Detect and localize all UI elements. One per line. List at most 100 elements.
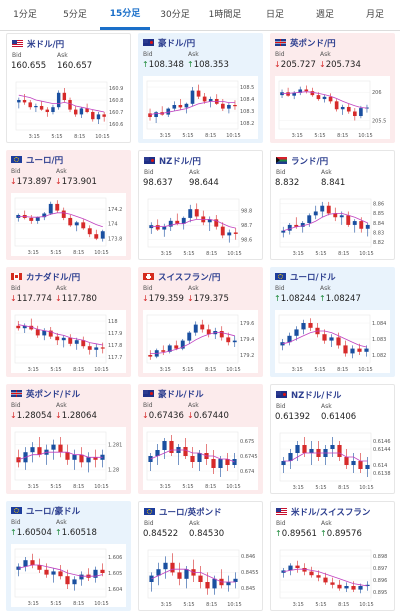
candle-body: [180, 340, 185, 349]
pair-title[interactable]: 豪ドル/ドル: [143, 388, 204, 400]
candle-body: [79, 454, 84, 463]
pair-title[interactable]: 英ポンド/ドル: [11, 388, 81, 400]
candlestick-chart[interactable]: 0.846 0.8455 0.845 3:15 5:15 8:15 10:15: [144, 545, 259, 608]
candlestick-chart[interactable]: 160.9 160.8 160.7 160.6 3:15 5:15 8:15 10:15: [12, 77, 127, 140]
candlestick-chart[interactable]: 1.606 1.605 1.604 3:15 5:15 8:15 10:15: [11, 544, 126, 607]
x-tick-label: 3:15: [28, 250, 39, 256]
x-tick-label: 10:15: [94, 484, 108, 490]
pair-card[interactable]: スイスフラン/円 Bid Ask ↓179.359 ↓179.375 179.6…: [138, 267, 263, 377]
pair-card[interactable]: 英ポンド/ドル Bid Ask ↓1.28054 ↓1.28064 1.281 1…: [6, 384, 131, 494]
candlestick-chart[interactable]: 118 117.9 117.8 117.7 3:15 5:15 8:15 10:15: [11, 310, 126, 373]
pair-card[interactable]: ユーロ/円 Bid Ask ↓173.897 ↓173.901 174.2 174…: [6, 150, 131, 260]
pair-title[interactable]: カナダドル/円: [11, 271, 81, 283]
candlestick-chart[interactable]: 108.5 108.4 108.3 108.2 3:15 5:15 8:15 10:15: [143, 76, 258, 139]
candlestick-chart[interactable]: 0.675 0.6745 0.674 3:15 5:15 8:15 10:15: [143, 427, 258, 490]
tab-5min[interactable]: 5分足: [63, 10, 87, 20]
pair-name[interactable]: 英ポンド/円: [290, 38, 336, 49]
candlestick-chart[interactable]: 206 205.5 3:15 5:15 8:15 10:15: [275, 76, 390, 139]
tab-daily[interactable]: 日足: [265, 10, 284, 20]
moving-average-line: [18, 94, 105, 113]
candlestick-chart[interactable]: 0.6146 0.6144 0.614 0.6138 3:15 5:15 8:15 10:15: [276, 428, 391, 491]
candlestick-chart[interactable]: 98.8 98.7 98.6 3:15 5:15 8:15 10:15: [144, 194, 259, 257]
pair-title[interactable]: 英ポンド/円: [275, 37, 336, 49]
candlestick-chart[interactable]: 0.898 0.897 0.896 0.895 3:15 5:15 8:15 10:15: [276, 545, 391, 608]
tab-weekly[interactable]: 週足: [315, 10, 334, 20]
candle-body: [42, 330, 47, 336]
pair-title[interactable]: ユーロ/円: [11, 154, 64, 166]
x-tick-label: 8:15: [338, 602, 349, 608]
pair-card[interactable]: 英ポンド/円 Bid Ask ↓205.727 ↓205.734 206 205.…: [270, 33, 395, 143]
candlestick-chart[interactable]: 1.084 1.083 1.082 3:15 5:15 8:15 10:15: [275, 310, 390, 373]
pair-name[interactable]: 豪ドル/ドル: [158, 389, 204, 400]
tab-15min[interactable]: 15分足: [100, 0, 150, 30]
candle-body: [17, 100, 21, 103]
pair-name[interactable]: 米ドル/スイスフラン: [291, 507, 371, 518]
pair-name[interactable]: カナダドル/円: [26, 272, 81, 283]
pair-name[interactable]: ユーロ/ドル: [290, 272, 336, 283]
pair-title[interactable]: 米ドル/スイスフラン: [276, 506, 371, 518]
candle-body: [148, 456, 153, 462]
bid-label: Bid: [144, 520, 154, 527]
pair-card[interactable]: ユーロ/ドル Bid Ask ↑1.08244 ↑1.08247 1.084 1.…: [270, 267, 395, 377]
tab-monthly[interactable]: 月足: [365, 10, 384, 20]
candlestick-chart[interactable]: 179.6 179.4 179.2 3:15 5:15 8:15 10:15: [143, 310, 258, 373]
pair-name[interactable]: ユーロ/英ポンド: [159, 507, 222, 518]
moving-average-line: [150, 449, 235, 463]
down-arrow-icon: ↓: [274, 60, 281, 69]
chart-svg: 160.9 160.8 160.7 160.6 3:15 5:15 8:15 10:15: [15, 81, 123, 140]
pair-title[interactable]: 米ドル/円: [12, 38, 65, 50]
pair-name[interactable]: 米ドル/円: [27, 39, 65, 50]
ask-value: 8.841: [321, 178, 346, 188]
chart-svg: 1.281 1.28 3:15 5:15 8:15 10:15: [14, 431, 122, 490]
y-tick-label: 1.082: [372, 353, 386, 359]
bid-value: 98.637: [143, 178, 173, 188]
pair-title[interactable]: スイスフラン/円: [143, 271, 221, 283]
candle-body: [344, 586, 349, 589]
pair-name[interactable]: NZドル/ドル: [291, 390, 342, 401]
pair-name[interactable]: NZドル/円: [159, 156, 201, 167]
pair-name[interactable]: 豪ドル/円: [158, 38, 196, 49]
pair-title[interactable]: ユーロ/英ポンド: [144, 506, 222, 518]
candlestick-chart[interactable]: 1.281 1.28 3:15 5:15 8:15 10:15: [11, 427, 126, 490]
moving-average-line: [282, 330, 367, 348]
candle-body: [22, 325, 27, 329]
pair-card[interactable]: カナダドル/円 Bid Ask ↓117.774 ↓117.780 118 117…: [6, 267, 131, 377]
tab-1hour[interactable]: 1時間足: [208, 10, 242, 20]
bid-price: 98.637: [143, 178, 173, 188]
candlestick-chart[interactable]: 8.86 8.85 8.84 8.83 8.82 3:15 5:15 8:15 10:15: [276, 194, 391, 257]
pair-name[interactable]: ユーロ/円: [26, 155, 64, 166]
pair-card[interactable]: NZドル/ドル Bid Ask 0.61392 0.61406 0.6146 0.…: [270, 384, 395, 494]
ask-price: 8.841: [321, 178, 345, 188]
candle-body: [233, 105, 237, 107]
pair-title[interactable]: NZドル/ドル: [276, 389, 342, 401]
pair-name[interactable]: ユーロ/豪ドル: [26, 506, 81, 517]
pair-title[interactable]: NZドル/円: [144, 155, 201, 167]
candlestick-chart[interactable]: 174.2 174 173.8 3:15 5:15 8:15 10:15: [11, 193, 126, 256]
pair-card[interactable]: 米ドル/スイスフラン Bid Ask ↑0.89561 ↑0.89576 0.8…: [270, 501, 395, 611]
moving-average-line: [283, 212, 368, 232]
pair-name[interactable]: スイスフラン/円: [158, 272, 221, 283]
candle-body: [337, 584, 342, 589]
pair-title[interactable]: ランド/円: [276, 155, 329, 167]
candle-body: [87, 228, 92, 235]
pair-card[interactable]: 豪ドル/ドル Bid Ask ↓0.67436 ↓0.67440 0.675 0.…: [138, 384, 263, 494]
pair-name[interactable]: ランド/円: [291, 156, 329, 167]
pair-card[interactable]: ユーロ/豪ドル Bid Ask ↑1.60504 ↑1.60518 1.606 1…: [6, 501, 131, 611]
plot-frame: [278, 80, 371, 130]
pair-title[interactable]: ユーロ/ドル: [275, 271, 336, 283]
pair-card[interactable]: 豪ドル/円 Bid Ask ↑108.348 ↑108.353 108.5 108…: [138, 33, 263, 143]
pair-name[interactable]: 英ポンド/ドル: [26, 389, 81, 400]
ask-price: ↓173.901: [55, 177, 97, 187]
tab-30min[interactable]: 30分足: [160, 10, 190, 20]
pair-card[interactable]: ユーロ/英ポンド Bid Ask 0.84522 0.84530 0.846 0.…: [138, 501, 263, 611]
candle-body: [16, 214, 21, 218]
pair-title[interactable]: 豪ドル/円: [143, 37, 196, 49]
pair-card[interactable]: 米ドル/円 Bid Ask 160.655 160.657 160.9 160.8…: [6, 33, 131, 143]
ask-label: Ask: [56, 285, 67, 292]
candle-body: [288, 453, 293, 461]
x-tick-label: 8:15: [73, 250, 84, 256]
pair-card[interactable]: NZドル/円 Bid Ask 98.637 98.644 98.8 98.7 98.…: [138, 150, 263, 260]
tab-1min[interactable]: 1分足: [13, 10, 37, 20]
pair-title[interactable]: ユーロ/豪ドル: [11, 505, 81, 517]
pair-card[interactable]: ランド/円 Bid Ask 8.832 8.841 8.86 8.85 8.84 8.…: [270, 150, 395, 260]
